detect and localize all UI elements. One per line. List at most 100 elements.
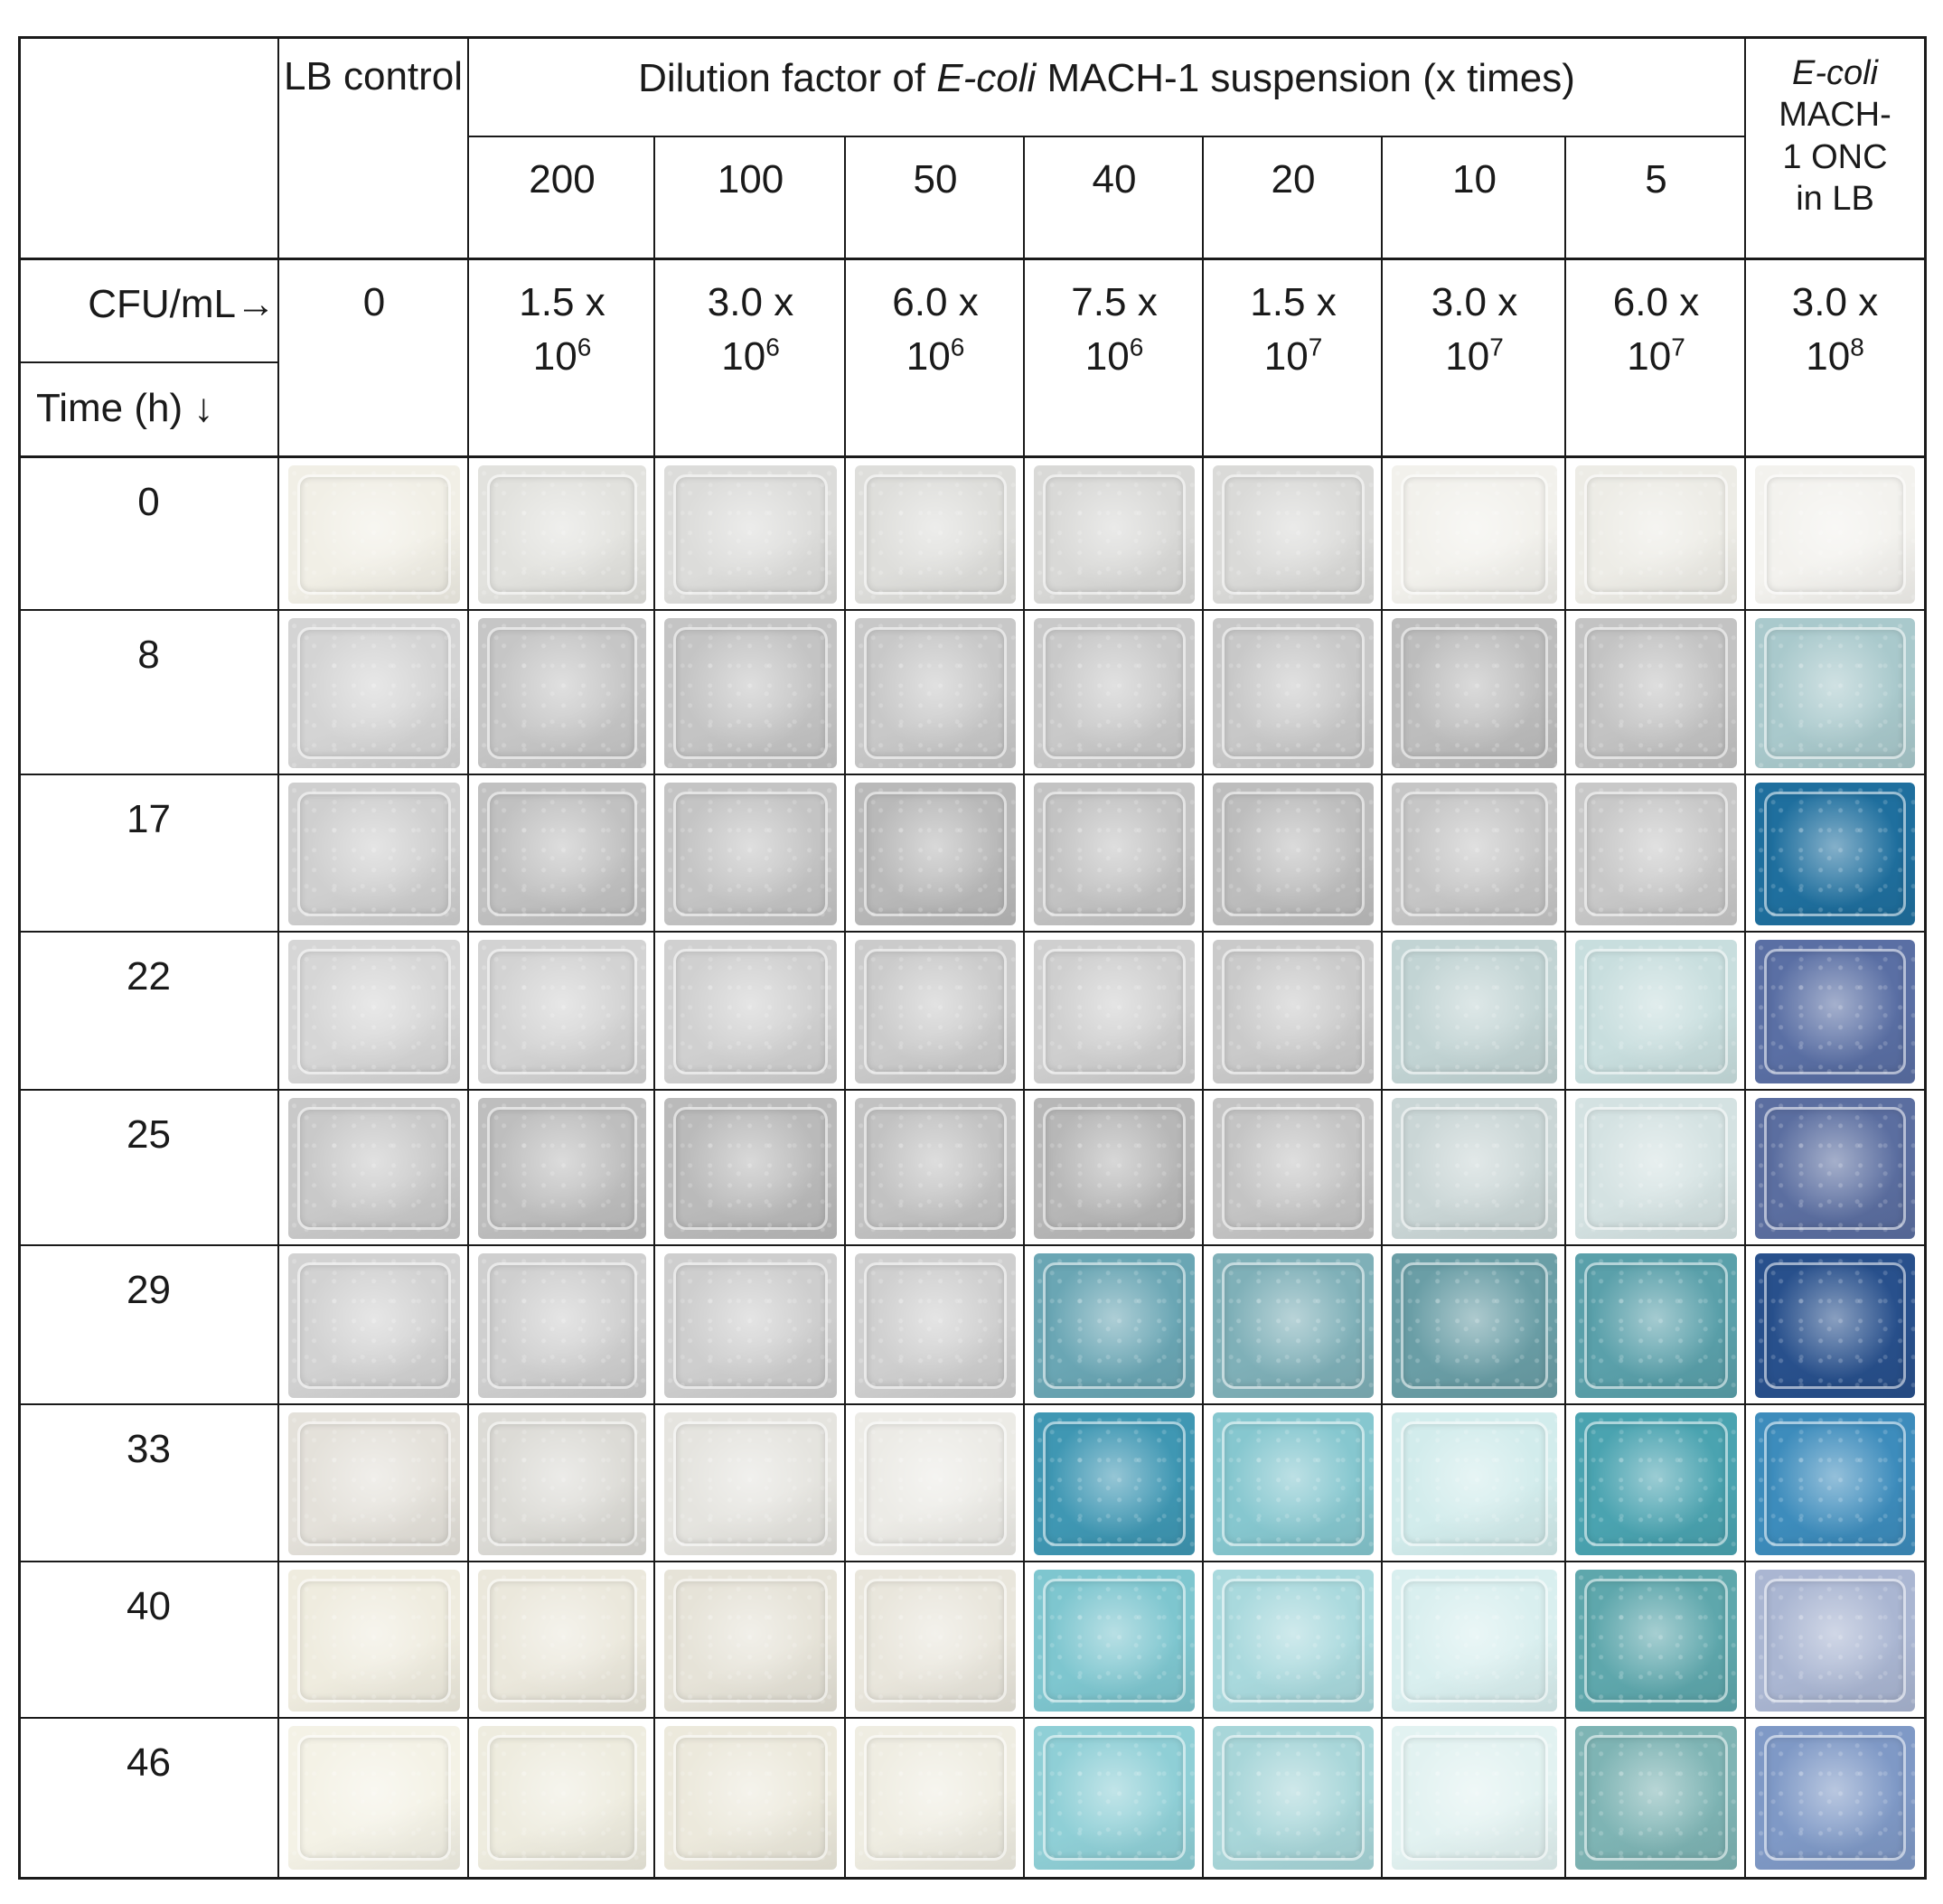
cfu-label: CFU/mL→: [54, 280, 276, 329]
sample-photo: [478, 465, 646, 604]
cfu-mantissa: 3.0 x: [1791, 280, 1879, 324]
cfu-mantissa: 6.0 x: [892, 280, 979, 324]
time-label: Time (h) ↓: [36, 384, 276, 433]
sample-photo: [1213, 1253, 1374, 1398]
cfu-value: 6.0 x 106: [846, 278, 1025, 380]
sample-photo: [288, 1570, 460, 1712]
cfu-value: 3.0 x 106: [655, 278, 846, 380]
cfu-mantissa: 1.5 x: [519, 280, 605, 324]
sample-photo: [288, 465, 460, 604]
sample-photo: [288, 783, 460, 925]
sample-photo: [288, 1253, 460, 1398]
sample-photo: [288, 1098, 460, 1239]
sample-photo: [1034, 1570, 1195, 1712]
time-value: 46: [127, 1740, 171, 1785]
sample-photo: [1392, 1253, 1557, 1398]
sample-photo: [1755, 1412, 1915, 1555]
dilution-value: 50: [913, 157, 958, 202]
sample-photo: [478, 1570, 646, 1712]
cfu-value: 6.0 x 107: [1566, 278, 1746, 380]
down-arrow-icon: ↓: [193, 386, 214, 430]
sample-photo: [1213, 1412, 1374, 1555]
cfu-power: 108: [1806, 333, 1864, 379]
onc-header-line2: MACH-: [1779, 96, 1891, 135]
sample-photo: [1392, 1570, 1557, 1712]
cfu-value: 1.5 x 107: [1204, 278, 1383, 380]
sample-photo: [478, 1098, 646, 1239]
dilution-value: 100: [717, 157, 784, 202]
sample-photo: [664, 618, 837, 768]
cfu-exponent: 7: [1671, 333, 1685, 361]
sample-photo: [664, 940, 837, 1083]
grid-line-cfu-time: [18, 361, 278, 363]
cfu-exponent: 6: [950, 333, 965, 361]
sample-photo: [1755, 465, 1915, 604]
grid-line-header-bottom: [18, 258, 1927, 260]
sample-photo: [664, 1253, 837, 1398]
sample-photo: [1034, 940, 1195, 1083]
cfu-power: 107: [1627, 333, 1685, 379]
dilution-factor-header: Dilution factor of E-coli MACH-1 suspens…: [469, 54, 1744, 103]
sample-photo: [1575, 1726, 1737, 1870]
time-value: 40: [127, 1584, 171, 1628]
sample-photo: [1575, 1098, 1737, 1239]
right-arrow-icon: →: [236, 282, 276, 326]
cfu-exponent: 7: [1489, 333, 1504, 361]
grid-line-v-6: [1202, 136, 1204, 1880]
time-value: 25: [127, 1112, 171, 1157]
grid-line-v-1: [277, 36, 279, 1880]
onc-header-line3: 1 ONC: [1782, 137, 1888, 176]
onc-header: E-coli MACH- 1 ONC in LB: [1746, 52, 1924, 220]
sample-photo: [664, 1098, 837, 1239]
sample-photo: [855, 783, 1016, 925]
sample-photo: [1034, 783, 1195, 925]
sample-photo: [1755, 1726, 1915, 1870]
grid-line-row-17: [18, 931, 1927, 933]
onc-header-line1: E-coli: [1791, 54, 1879, 92]
sample-photo: [478, 783, 646, 925]
sample-photo: [1755, 1570, 1915, 1712]
dilution-value: 40: [1092, 157, 1137, 202]
grid-line-row-33: [18, 1561, 1927, 1562]
sample-photo: [478, 1726, 646, 1870]
sample-photo: [1392, 1412, 1557, 1555]
sample-photo: [478, 1412, 646, 1555]
cfu-power: 106: [721, 333, 780, 379]
sample-photo: [1213, 1570, 1374, 1712]
grid-line-bottom: [18, 1877, 1927, 1880]
cfu-mantissa: 3.0 x: [1431, 280, 1518, 324]
sample-photo: [855, 1570, 1016, 1712]
grid-line-row-29: [18, 1403, 1927, 1405]
sample-photo: [1213, 940, 1374, 1083]
cfu-power: 106: [1084, 333, 1144, 379]
sample-photo: [1213, 465, 1374, 604]
sample-photo: [1575, 465, 1737, 604]
cfu-value: 1.5 x 106: [469, 278, 655, 380]
sample-photo: [664, 1570, 837, 1712]
cfu-exponent: 6: [1129, 333, 1144, 361]
sample-photo: [1392, 618, 1557, 768]
sample-photo: [855, 618, 1016, 768]
sample-photo: [1575, 783, 1737, 925]
grid-line-v-left: [18, 36, 21, 1880]
sample-photo: [288, 618, 460, 768]
sample-photo: [855, 1253, 1016, 1398]
cfu-mantissa: 1.5 x: [1250, 280, 1337, 324]
sample-photo: [1392, 1726, 1557, 1870]
sample-photo: [478, 618, 646, 768]
cfu-power: 106: [532, 333, 592, 379]
grid-line-row-0: [18, 609, 1927, 611]
sample-photo: [1755, 1253, 1915, 1398]
grid-line-v-8: [1564, 136, 1566, 1880]
sample-photo: [1575, 940, 1737, 1083]
grid-line-row-25: [18, 1244, 1927, 1246]
cfu-label-text: CFU/mL: [88, 282, 236, 326]
time-label-text: Time (h): [36, 386, 183, 430]
sample-photo: [855, 940, 1016, 1083]
grid-line-v-5: [1023, 136, 1025, 1880]
time-value: 22: [127, 954, 171, 999]
sample-photo: [855, 1098, 1016, 1239]
sample-photo: [1034, 1098, 1195, 1239]
sample-photo: [1034, 618, 1195, 768]
grid-line-v-2: [467, 36, 469, 1880]
